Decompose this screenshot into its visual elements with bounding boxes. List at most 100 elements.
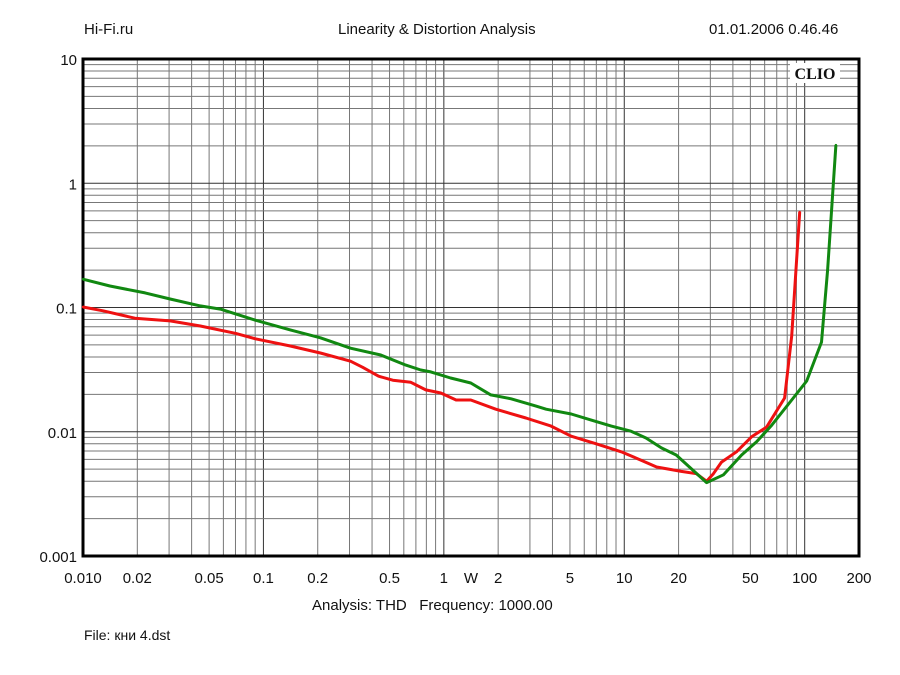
series-line-red	[82, 211, 802, 483]
data-point-red	[569, 435, 573, 438]
data-point-green	[199, 304, 202, 308]
data-point-green	[419, 368, 422, 372]
data-point-red	[199, 324, 202, 328]
data-point-red	[424, 388, 427, 392]
data-point-green	[755, 440, 758, 444]
data-point-green	[469, 381, 472, 385]
x-tick-label: 100	[792, 570, 817, 587]
clio-watermark: CLIO	[795, 66, 836, 83]
data-point-green	[534, 404, 538, 408]
data-point-green	[644, 436, 648, 440]
data-point-green	[489, 393, 492, 397]
data-point-red	[639, 459, 643, 462]
data-point-green	[108, 284, 112, 288]
data-point-green	[429, 370, 433, 374]
data-point-green	[569, 412, 573, 416]
data-point-green	[319, 336, 322, 340]
data-point-red	[524, 416, 528, 420]
site-label: Hi-Fi.ru	[84, 21, 134, 38]
data-point-red	[234, 332, 237, 335]
data-point-green	[629, 430, 633, 433]
y-tick-label: 10	[60, 52, 77, 69]
data-point-red	[439, 391, 443, 395]
data-point-red	[81, 305, 85, 309]
data-point-red	[101, 309, 105, 313]
data-point-green	[544, 407, 548, 411]
chart-title: Linearity & Distortion Analysis	[338, 21, 536, 38]
data-point-green	[509, 397, 513, 401]
x-axis-label: W	[464, 570, 479, 587]
data-point-red	[377, 374, 380, 378]
data-point-red	[790, 334, 793, 338]
data-point-red	[712, 472, 715, 475]
data-point-red	[720, 460, 723, 464]
x-tick-label: 0.2	[307, 570, 328, 587]
y-tick-label: 0.1	[56, 301, 77, 318]
x-tick-label: 0.1	[253, 570, 274, 587]
data-point-green	[722, 473, 725, 477]
x-tick-label: 0.010	[64, 570, 102, 587]
data-point-red	[783, 396, 786, 400]
x-tick-label: 0.05	[195, 570, 224, 587]
data-point-red	[765, 425, 768, 429]
data-point-green	[805, 379, 808, 383]
data-point-green	[219, 307, 222, 311]
data-point-red	[409, 381, 413, 384]
x-tick-label: 0.02	[123, 570, 152, 587]
data-point-red	[549, 424, 553, 428]
analysis-label: Analysis: THD Frequency: 1000.00	[312, 597, 553, 614]
x-tick-label: 1	[440, 570, 448, 587]
data-point-red	[289, 344, 292, 348]
data-point-red	[454, 398, 458, 402]
y-tick-label: 1	[69, 176, 77, 193]
data-point-green	[349, 347, 352, 350]
x-tick-label: 0.5	[379, 570, 400, 587]
data-point-red	[361, 366, 364, 369]
data-point-green	[834, 143, 838, 147]
data-point-green	[404, 363, 407, 367]
data-point-green	[610, 424, 613, 428]
data-point-green	[379, 353, 382, 357]
x-tick-label: 2	[494, 570, 502, 587]
data-point-red	[494, 407, 497, 411]
file-label: File: кни 4.dst	[84, 627, 171, 643]
data-point-red	[620, 450, 623, 453]
data-point-green	[740, 453, 743, 457]
data-point-red	[469, 398, 472, 402]
data-point-red	[735, 450, 738, 453]
data-point-red	[168, 319, 172, 323]
data-point-green	[81, 277, 85, 281]
data-point-red	[391, 378, 394, 382]
data-point-red	[319, 351, 322, 355]
data-point-green	[790, 398, 793, 402]
data-point-green	[590, 418, 593, 422]
watermark-background	[790, 63, 840, 83]
data-point-red	[750, 435, 753, 439]
y-tick-label: 0.001	[39, 549, 77, 566]
x-tick-label: 200	[846, 570, 871, 587]
data-point-red	[798, 210, 801, 214]
data-point-red	[254, 337, 257, 340]
data-point-red	[680, 470, 683, 473]
data-point-green	[168, 297, 172, 301]
data-point-green	[820, 340, 823, 344]
data-point-red	[349, 359, 352, 363]
x-tick-label: 50	[742, 570, 759, 587]
data-point-green	[705, 481, 708, 484]
x-tick-label: 10	[616, 570, 633, 587]
data-point-red	[133, 317, 137, 320]
y-tick-label: 0.01	[48, 425, 77, 442]
data-point-green	[826, 268, 829, 272]
data-point-green	[254, 319, 257, 322]
data-point-green	[660, 446, 663, 450]
x-tick-label: 20	[670, 570, 687, 587]
data-point-green	[289, 328, 292, 332]
data-point-green	[449, 376, 452, 380]
x-tick-label: 5	[566, 570, 574, 587]
data-point-green	[143, 291, 147, 295]
data-point-green	[674, 453, 678, 457]
datetime-label: 01.01.2006 0.46.46	[709, 21, 839, 38]
data-point-red	[595, 442, 598, 445]
data-point-green	[770, 423, 773, 427]
